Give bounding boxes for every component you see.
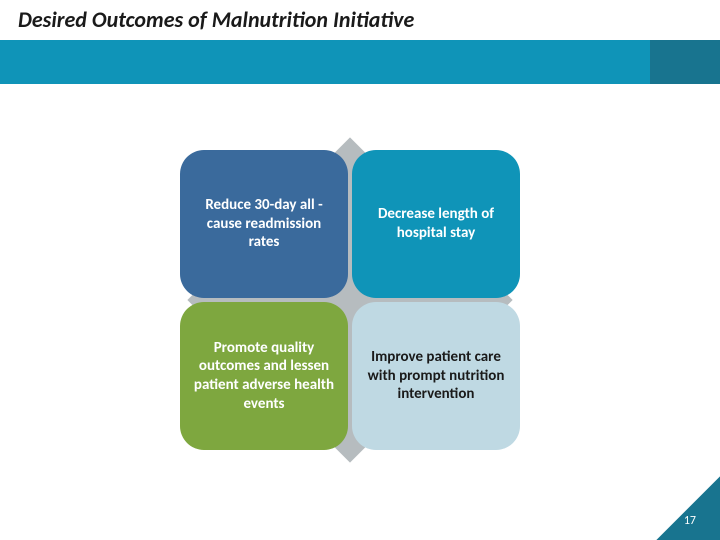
outcome-grid: Reduce 30-day all -cause readmission rat…: [180, 150, 520, 450]
corner-triangle: [656, 476, 720, 540]
page-number: 17: [684, 514, 696, 528]
tile-label: Reduce 30-day all -cause readmission rat…: [192, 196, 336, 252]
tile-quality-outcomes: Promote quality outcomes and lessen pati…: [180, 302, 348, 450]
header-bar-shade: [650, 40, 720, 84]
tile-label: Improve patient care with prompt nutriti…: [364, 348, 508, 404]
tile-label: Promote quality outcomes and lessen pati…: [192, 339, 336, 414]
corner-decoration: [630, 450, 720, 540]
tile-label: Decrease length of hospital stay: [364, 205, 508, 243]
header-bar: [0, 40, 720, 84]
tile-readmission: Reduce 30-day all -cause readmission rat…: [180, 150, 348, 298]
page-title: Desired Outcomes of Malnutrition Initiat…: [18, 6, 414, 33]
tile-length-of-stay: Decrease length of hospital stay: [352, 150, 520, 298]
tile-nutrition-intervention: Improve patient care with prompt nutriti…: [352, 302, 520, 450]
slide: Desired Outcomes of Malnutrition Initiat…: [0, 0, 720, 540]
